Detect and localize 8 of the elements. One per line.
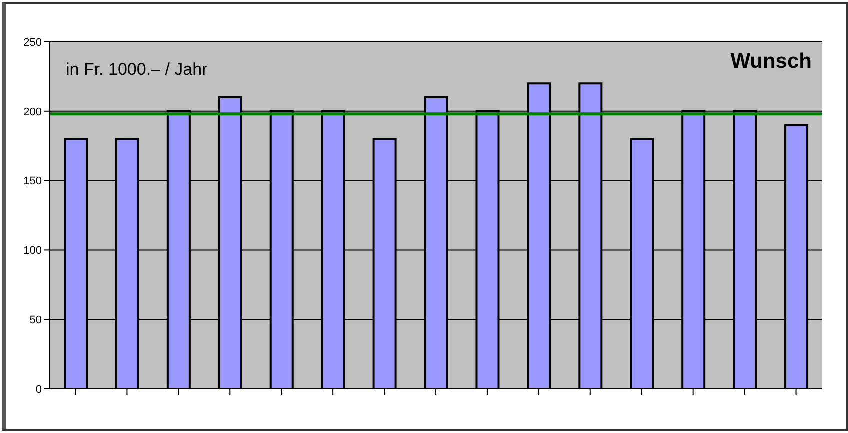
y-tick-label: 200 <box>24 106 42 118</box>
y-tick-label: 100 <box>24 245 42 258</box>
annotation: in Fr. 1000.– / Jahr <box>66 60 208 80</box>
annotation: Wunsch <box>730 50 812 74</box>
y-tick-label: 0 <box>36 384 42 396</box>
y-tick-label: 150 <box>24 176 42 188</box>
y-tick-label: 250 <box>24 36 42 49</box>
y-tick-label: 50 <box>30 314 42 327</box>
